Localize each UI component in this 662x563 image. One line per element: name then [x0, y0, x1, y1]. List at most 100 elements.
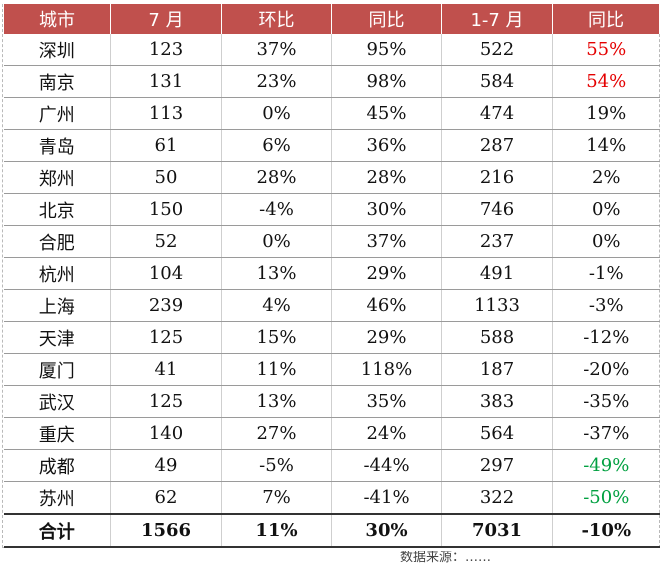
cell-jan-jul: 287	[441, 129, 553, 162]
cell-ytd-yoy: -20%	[552, 353, 660, 386]
table-row: 广州 113 0% 45% 474 19%	[3, 97, 660, 130]
cell-yoy: 45%	[331, 97, 442, 130]
cell-city: 厦门	[3, 353, 111, 386]
table-row: 深圳 123 37% 95% 522 55%	[3, 34, 660, 66]
cell-ytd-yoy: 54%	[552, 65, 660, 98]
cell-mom: 4%	[221, 289, 332, 322]
table-row: 重庆 140 27% 24% 564 -37%	[3, 417, 660, 450]
cell-yoy: 30%	[331, 193, 442, 226]
header-ytd-yoy: 同比	[552, 4, 660, 34]
cell-july: 104	[110, 257, 222, 290]
cell-yoy: 118%	[331, 353, 442, 386]
cell-yoy: 37%	[331, 225, 442, 258]
cell-ytd-yoy: 0%	[552, 225, 660, 258]
table-row: 厦门 41 11% 118% 187 -20%	[3, 353, 660, 386]
cell-city: 苏州	[3, 481, 111, 515]
cell-ytd-yoy: -49%	[552, 449, 660, 482]
table-row: 上海 239 4% 46% 1133 -3%	[3, 289, 660, 322]
table-row: 成都 49 -5% -44% 297 -49%	[3, 449, 660, 482]
cell-ytd-yoy: -35%	[552, 385, 660, 418]
cell-mom: 7%	[221, 481, 332, 515]
cell-mom: 37%	[221, 34, 332, 66]
cell-ytd-yoy: -50%	[552, 481, 660, 515]
cell-jan-jul: 522	[441, 34, 553, 66]
header-mom: 环比	[221, 4, 332, 34]
cell-mom: 23%	[221, 65, 332, 98]
cell-mom: 0%	[221, 97, 332, 130]
header-jan-jul: 1-7 月	[441, 4, 553, 34]
cell-jan-jul: 1133	[441, 289, 553, 322]
cell-yoy: 29%	[331, 257, 442, 290]
cell-city: 深圳	[3, 34, 111, 66]
total-mom: 11%	[221, 513, 332, 548]
cell-july: 61	[110, 129, 222, 162]
cell-mom: 13%	[221, 257, 332, 290]
cell-city: 天津	[3, 321, 111, 354]
cell-jan-jul: 383	[441, 385, 553, 418]
cell-yoy: -44%	[331, 449, 442, 482]
cell-city: 广州	[3, 97, 111, 130]
cell-ytd-yoy: -1%	[552, 257, 660, 290]
total-yoy: 30%	[331, 513, 442, 548]
cell-july: 125	[110, 321, 222, 354]
table-row: 南京 131 23% 98% 584 54%	[3, 65, 660, 98]
cell-mom: -4%	[221, 193, 332, 226]
header-yoy: 同比	[331, 4, 442, 34]
cell-jan-jul: 187	[441, 353, 553, 386]
total-jan-jul: 7031	[441, 513, 553, 548]
cell-jan-jul: 588	[441, 321, 553, 354]
cell-july: 239	[110, 289, 222, 322]
cell-yoy: 24%	[331, 417, 442, 450]
table-row: 青岛 61 6% 36% 287 14%	[3, 129, 660, 162]
cell-july: 113	[110, 97, 222, 130]
cell-july: 41	[110, 353, 222, 386]
cell-ytd-yoy: -37%	[552, 417, 660, 450]
cell-july: 123	[110, 34, 222, 66]
cell-mom: -5%	[221, 449, 332, 482]
cell-yoy: 36%	[331, 129, 442, 162]
cell-yoy: 95%	[331, 34, 442, 66]
cell-yoy: 98%	[331, 65, 442, 98]
cell-city: 杭州	[3, 257, 111, 290]
cell-jan-jul: 237	[441, 225, 553, 258]
table-row: 合肥 52 0% 37% 237 0%	[3, 225, 660, 258]
cell-jan-jul: 474	[441, 97, 553, 130]
cell-ytd-yoy: 55%	[552, 34, 660, 66]
cell-jan-jul: 297	[441, 449, 553, 482]
header-july: 7 月	[110, 4, 222, 34]
cell-city: 上海	[3, 289, 111, 322]
table-row: 北京 150 -4% 30% 746 0%	[3, 193, 660, 226]
cell-mom: 0%	[221, 225, 332, 258]
table-row: 郑州 50 28% 28% 216 2%	[3, 161, 660, 194]
cell-yoy: 29%	[331, 321, 442, 354]
cell-jan-jul: 216	[441, 161, 553, 194]
table-row: 武汉 125 13% 35% 383 -35%	[3, 385, 660, 418]
cell-july: 125	[110, 385, 222, 418]
cell-mom: 27%	[221, 417, 332, 450]
cell-ytd-yoy: -3%	[552, 289, 660, 322]
cell-ytd-yoy: 0%	[552, 193, 660, 226]
total-july: 1566	[110, 513, 222, 548]
total-ytd-yoy: -10%	[552, 513, 660, 548]
cell-july: 140	[110, 417, 222, 450]
cell-mom: 11%	[221, 353, 332, 386]
cell-city: 南京	[3, 65, 111, 98]
cell-city: 郑州	[3, 161, 111, 194]
table-row: 杭州 104 13% 29% 491 -1%	[3, 257, 660, 290]
cell-jan-jul: 746	[441, 193, 553, 226]
cell-july: 50	[110, 161, 222, 194]
cell-yoy: 35%	[331, 385, 442, 418]
table-row: 苏州 62 7% -41% 322 -50%	[3, 481, 660, 515]
cell-yoy: 46%	[331, 289, 442, 322]
cell-city: 武汉	[3, 385, 111, 418]
cell-city: 重庆	[3, 417, 111, 450]
cell-yoy: -41%	[331, 481, 442, 515]
cell-mom: 15%	[221, 321, 332, 354]
cell-jan-jul: 564	[441, 417, 553, 450]
cell-jan-jul: 584	[441, 65, 553, 98]
table-row: 天津 125 15% 29% 588 -12%	[3, 321, 660, 354]
cell-jan-jul: 491	[441, 257, 553, 290]
total-row: 合计 1566 11% 30% 7031 -10%	[3, 513, 660, 548]
cell-july: 131	[110, 65, 222, 98]
cell-mom: 6%	[221, 129, 332, 162]
